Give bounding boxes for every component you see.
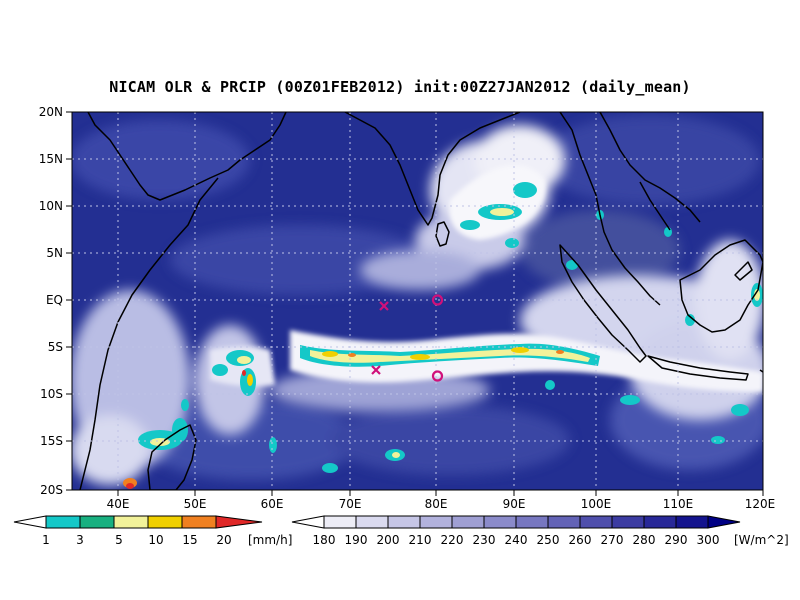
olr-cb-label: 250	[537, 533, 560, 547]
lat-label: 15S	[40, 434, 63, 448]
precip-cb-arrow-left	[13, 515, 47, 529]
map-area	[72, 112, 763, 490]
olr-cb-swatch	[323, 515, 357, 529]
precip-cb-label: 5	[115, 533, 123, 547]
olr-cb-unit: [W/m^2]	[734, 533, 789, 547]
olr-cb-swatch	[515, 515, 549, 529]
olr-cb-swatch	[675, 515, 709, 529]
coastlines	[79, 112, 763, 490]
olr-cb-label: 240	[505, 533, 528, 547]
precip-cb-swatch	[181, 515, 217, 529]
precip-cb-label: 15	[182, 533, 197, 547]
lat-label: 20N	[39, 105, 63, 119]
lon-label: 110E	[663, 497, 694, 511]
precip-cb-swatch	[45, 515, 81, 529]
olr-cb-swatch	[419, 515, 453, 529]
olr-cb-swatch	[483, 515, 517, 529]
lat-label: 10N	[39, 199, 63, 213]
lat-labels: 20N 15N 10N 5N EQ 5S 10S 15S 20S	[39, 105, 63, 497]
axis-ticks	[66, 111, 764, 496]
gridlines	[72, 112, 763, 490]
precip-cb-arrow-right	[215, 515, 263, 529]
precip-cb-swatch	[113, 515, 149, 529]
precip-cb-label: 10	[148, 533, 163, 547]
olr-cb-label: 270	[601, 533, 624, 547]
olr-cb-swatch	[387, 515, 421, 529]
markers	[371, 294, 444, 382]
precip-cb-label: 3	[76, 533, 84, 547]
lon-labels: 40E 50E 60E 70E 80E 90E 100E 110E 120E	[107, 497, 776, 511]
olr-cb-swatch	[579, 515, 613, 529]
precip-cb-unit: [mm/h]	[248, 533, 292, 547]
lon-label: 90E	[503, 497, 526, 511]
lat-label: 20S	[40, 483, 63, 497]
olr-cb-swatch	[643, 515, 677, 529]
olr-cb-swatch	[355, 515, 389, 529]
olr-cb-label: 210	[409, 533, 432, 547]
map-frame	[71, 111, 764, 491]
marker-o-2	[431, 370, 444, 382]
lat-label: 10S	[40, 387, 63, 401]
lon-label: 70E	[339, 497, 362, 511]
lon-label: 100E	[581, 497, 612, 511]
olr-colorbar: 180 190 200 210 220 230 240 250 260 270 …	[291, 515, 789, 547]
lat-label: 5N	[46, 246, 63, 260]
olr-cb-arrow-left	[291, 515, 325, 529]
marker-x-2	[371, 365, 381, 375]
lat-label: 15N	[39, 152, 63, 166]
olr-cb-swatch	[451, 515, 485, 529]
lat-label: EQ	[46, 293, 63, 307]
precip-patches	[123, 182, 763, 489]
olr-cb-arrow-right	[707, 515, 741, 529]
olr-cb-label: 280	[633, 533, 656, 547]
marker-x-1	[379, 301, 389, 311]
olr-cb-swatch	[611, 515, 645, 529]
lon-label: 40E	[107, 497, 130, 511]
lon-label: 120E	[745, 497, 776, 511]
olr-cb-label: 300	[697, 533, 720, 547]
olr-cb-label: 220	[441, 533, 464, 547]
olr-cb-label: 200	[377, 533, 400, 547]
lon-label: 50E	[184, 497, 207, 511]
precip-cb-swatch	[147, 515, 183, 529]
olr-cb-label: 230	[473, 533, 496, 547]
olr-cb-swatch	[547, 515, 581, 529]
lat-label: 5S	[48, 340, 63, 354]
olr-cb-label: 190	[345, 533, 368, 547]
precip-cb-label: 20	[216, 533, 231, 547]
precip-cb-label: 1	[42, 533, 50, 547]
precip-cb-swatch	[79, 515, 115, 529]
olr-cb-label: 290	[665, 533, 688, 547]
lon-label: 80E	[425, 497, 448, 511]
olr-cb-label: 180	[313, 533, 336, 547]
chart-title: NICAM OLR & PRCIP (00Z01FEB2012) init:00…	[109, 78, 691, 96]
lon-label: 60E	[261, 497, 284, 511]
olr-cb-label: 260	[569, 533, 592, 547]
marker-o-1	[431, 294, 444, 306]
precip-colorbar: 1 3 5 10 15 20 [mm/h]	[13, 515, 292, 547]
